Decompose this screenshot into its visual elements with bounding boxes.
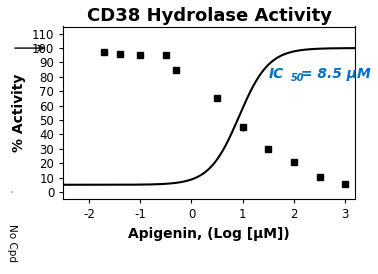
Text: = 8.5 μM: = 8.5 μM [296,67,371,81]
X-axis label: Apigenin, (Log [μM]): Apigenin, (Log [μM]) [129,227,290,241]
Title: CD38 Hydrolase Activity: CD38 Hydrolase Activity [87,7,332,25]
Y-axis label: % Activity: % Activity [12,74,26,152]
Text: IC: IC [268,67,284,81]
Text: No Cpd: No Cpd [7,224,17,262]
Text: 50: 50 [291,73,305,83]
